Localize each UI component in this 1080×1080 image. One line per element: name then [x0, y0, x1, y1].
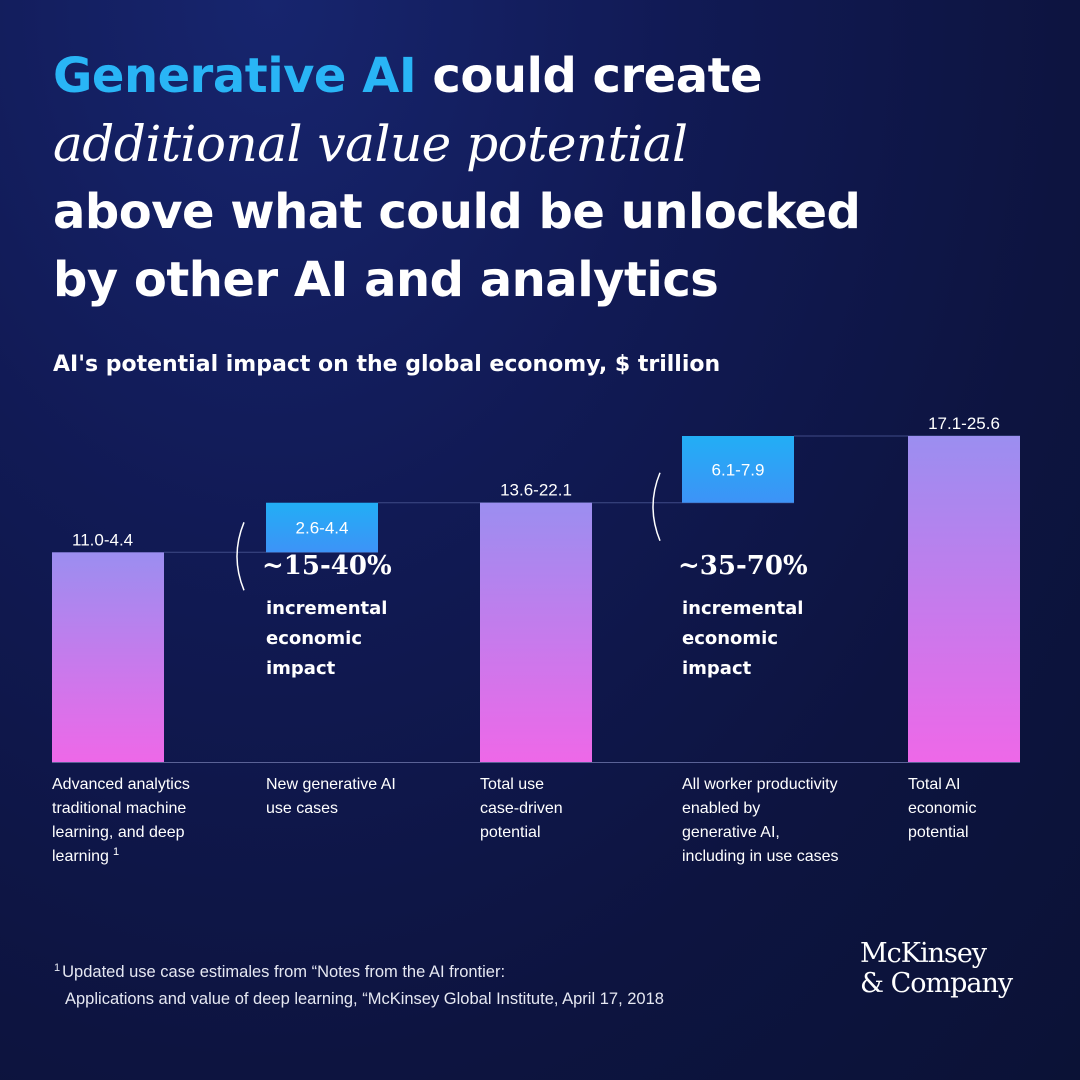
category-label: New generative AI: [266, 776, 396, 793]
category-label: potential: [480, 824, 541, 841]
value-label: 13.6-22.1: [500, 481, 572, 500]
headline-line-1-rest: could create: [416, 48, 763, 104]
category-label: generative AI,: [682, 824, 780, 841]
headline-line-3: above what could be unlocked: [53, 184, 861, 240]
value-label: 17.1-25.6: [928, 414, 1000, 433]
category-label: including in use cases: [682, 848, 839, 865]
annotation-text: economic: [266, 628, 362, 649]
category-label: economic: [908, 800, 976, 817]
brace-icon: [652, 472, 661, 542]
category-label: use cases: [266, 800, 338, 817]
value-label: 2.6-4.4: [296, 519, 349, 538]
increment-bar: [682, 436, 794, 503]
mckinsey-logo: McKinsey & Company: [860, 938, 1013, 999]
chart-subtitle: AI's potential impact on the global econ…: [53, 352, 721, 377]
annotation-value: ~35-70%: [678, 551, 808, 581]
total-bar: [52, 552, 164, 762]
brace-icon: [236, 522, 245, 591]
increment-bar: [266, 502, 378, 553]
footnote-marker: 1: [54, 962, 61, 974]
total-bar: [908, 436, 1020, 762]
category-label: potential: [908, 824, 969, 841]
headline-line-2: additional value potential: [53, 115, 688, 173]
headline-line-4: by other AI and analytics: [53, 252, 719, 308]
headline-line-1: Generative AI could create: [53, 42, 1043, 110]
footnote: 1 Updated use case estimales from “Notes …: [54, 955, 664, 1013]
value-label: 6.1-7.9: [712, 460, 765, 479]
annotation-text: economic: [682, 628, 778, 649]
value-label: 11.0-4.4: [72, 530, 133, 549]
category-label: case-driven: [480, 800, 563, 817]
category-label: enabled by: [682, 800, 760, 817]
footnote-line-2: Applications and value of deep learning,…: [65, 990, 664, 1008]
category-label: learning, and deep: [52, 824, 185, 841]
footnote-marker: 1: [113, 846, 119, 858]
footnote-line-1: 1 Updated use case estimales from “Notes …: [54, 962, 506, 981]
total-bar: [480, 502, 592, 762]
category-label: traditional machine: [52, 800, 186, 817]
headline: Generative AI could create additional va…: [53, 42, 1043, 314]
logo-line-1: McKinsey: [860, 938, 987, 969]
annotation-text: incremental: [266, 598, 387, 619]
category-label: All worker productivity: [682, 776, 838, 793]
category-label: learning 1: [52, 846, 119, 865]
annotation-text: impact: [682, 658, 752, 679]
annotation-text: incremental: [682, 598, 803, 619]
category-label: Advanced analytics: [52, 776, 190, 793]
footnote-text-1: Updated use case estimales from “Notes f…: [62, 963, 506, 981]
logo-line-2: & Company: [860, 968, 1013, 999]
annotation-value: ~15-40%: [262, 551, 392, 581]
category-label: Total use: [480, 776, 544, 793]
category-label: Total AI: [908, 776, 960, 793]
annotation-text: impact: [266, 658, 336, 679]
headline-accent: Generative AI: [53, 48, 417, 104]
